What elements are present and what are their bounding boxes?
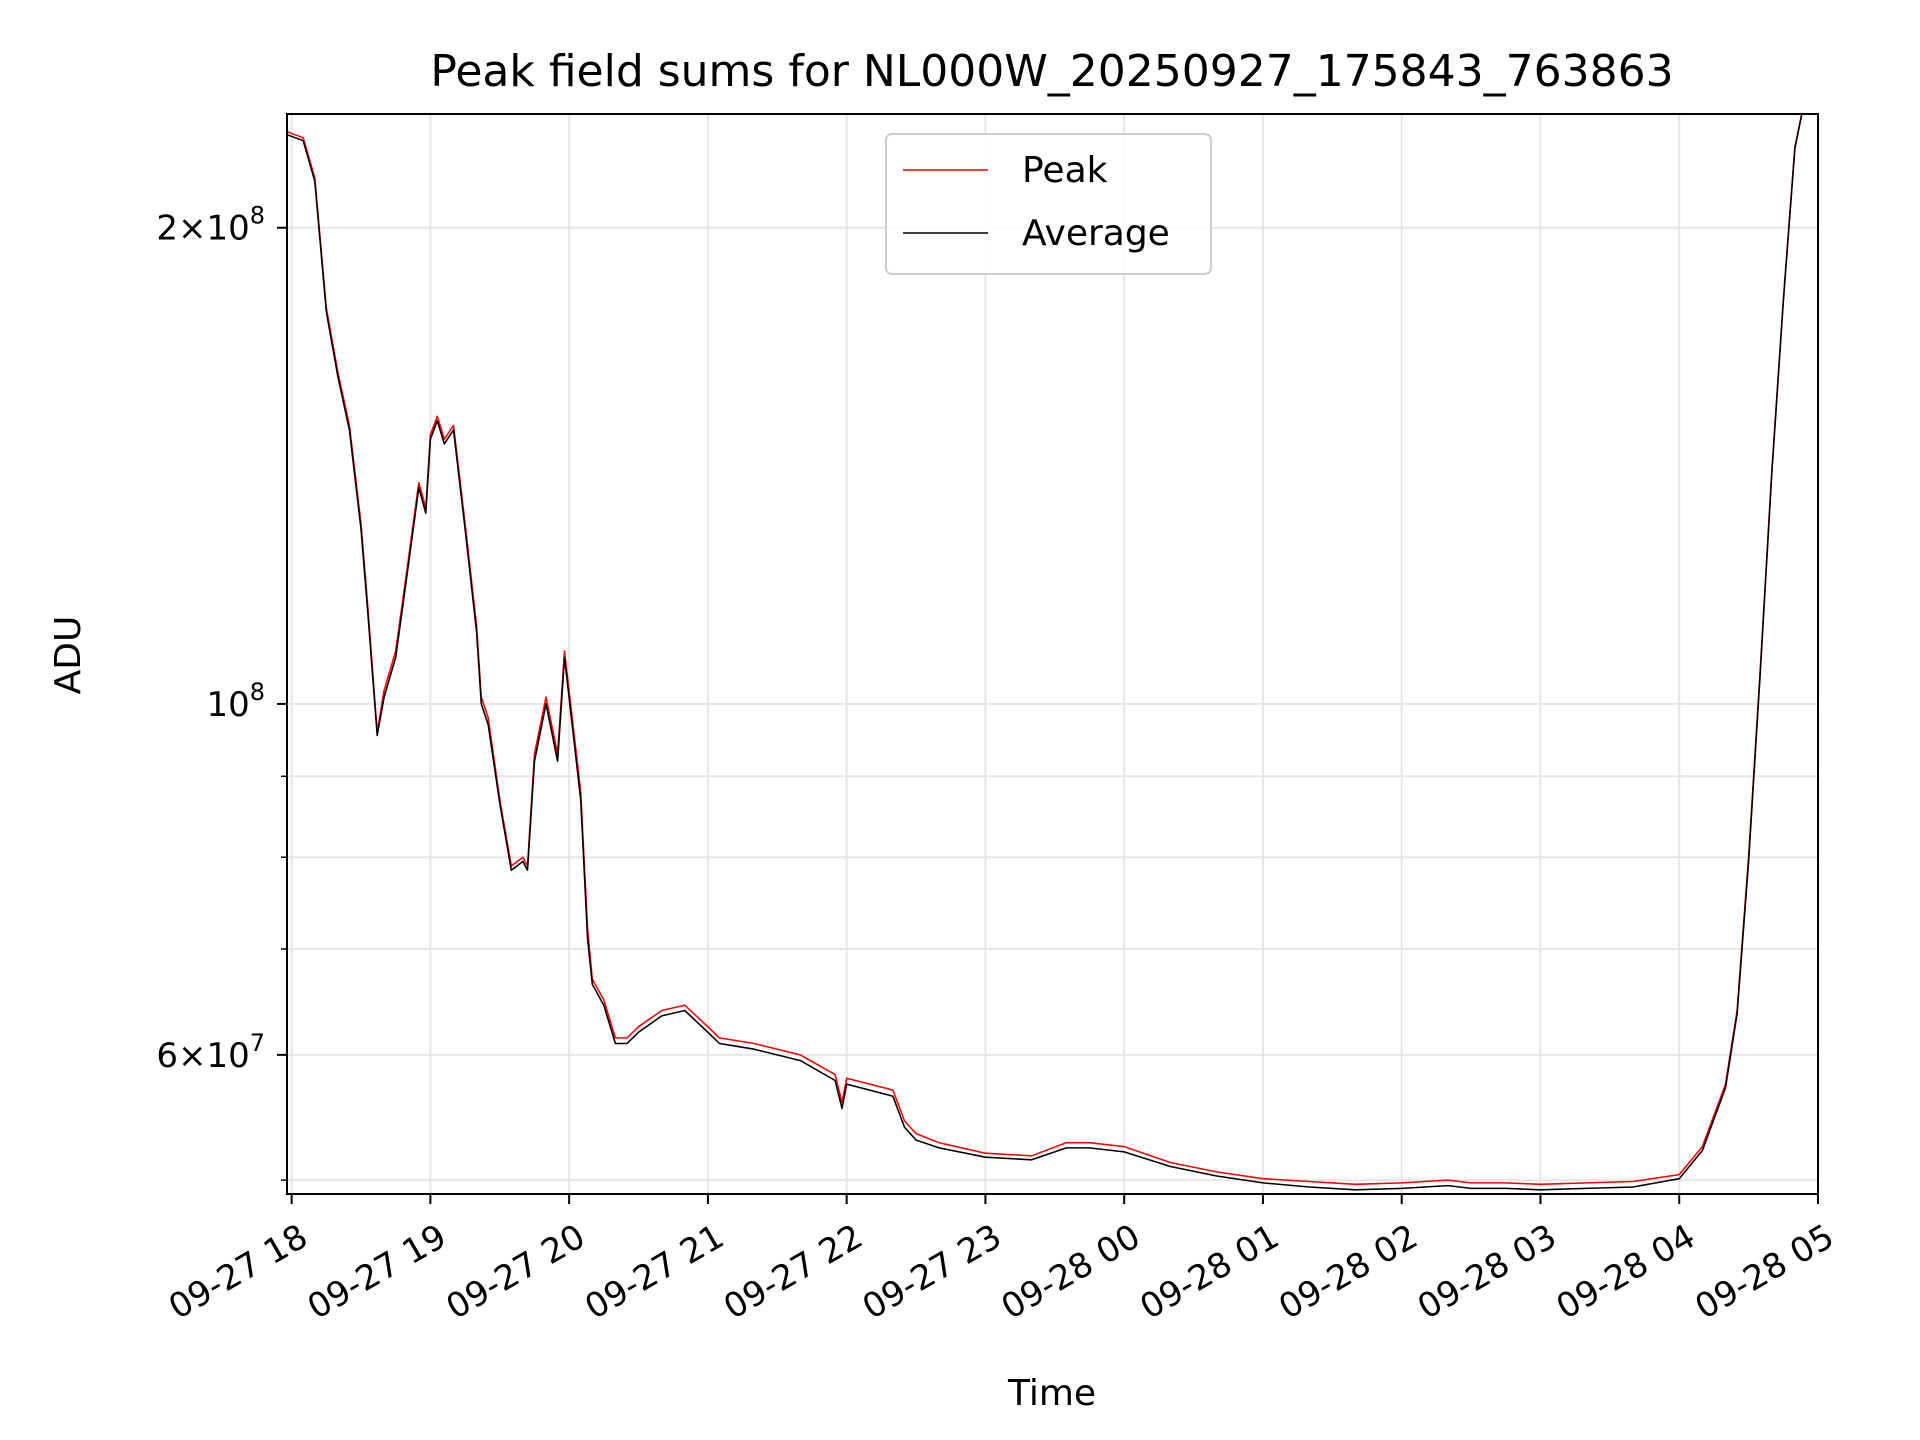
y-tick-mantissa: 2 — [156, 209, 178, 249]
y-tick-times: × — [178, 1036, 207, 1076]
series-line-peak — [287, 114, 1803, 1186]
series-line-average — [287, 114, 1803, 1191]
y-tick-base: 10 — [206, 685, 249, 725]
series-lines — [287, 114, 1803, 1191]
y-tick-exponent: 8 — [250, 202, 265, 230]
y-tick-exponent: 7 — [250, 1029, 265, 1057]
y-tick-label-2: 6×107 — [156, 1029, 265, 1076]
plot-frame — [286, 113, 1819, 1195]
y-tick-label-0: 108 — [206, 678, 265, 725]
legend-label-average: Average — [1022, 213, 1170, 254]
y-axis-label: ADU — [48, 616, 89, 695]
legend-label-peak: Peak — [1022, 150, 1108, 191]
y-tick-base: 10 — [206, 209, 249, 249]
y-tick-times: × — [178, 209, 207, 249]
chart-title: Peak field sums for NL000W_20250927_1758… — [430, 46, 1673, 97]
legend: Peak Average — [885, 133, 1212, 275]
y-tick-mantissa: 6 — [156, 1036, 178, 1076]
legend-box — [885, 133, 1212, 275]
y-tick-label-1: 2×108 — [156, 202, 265, 249]
x-axis-label: Time — [1007, 1373, 1096, 1414]
y-tick-exponent: 8 — [250, 678, 265, 706]
y-tick-base: 10 — [206, 1036, 249, 1076]
